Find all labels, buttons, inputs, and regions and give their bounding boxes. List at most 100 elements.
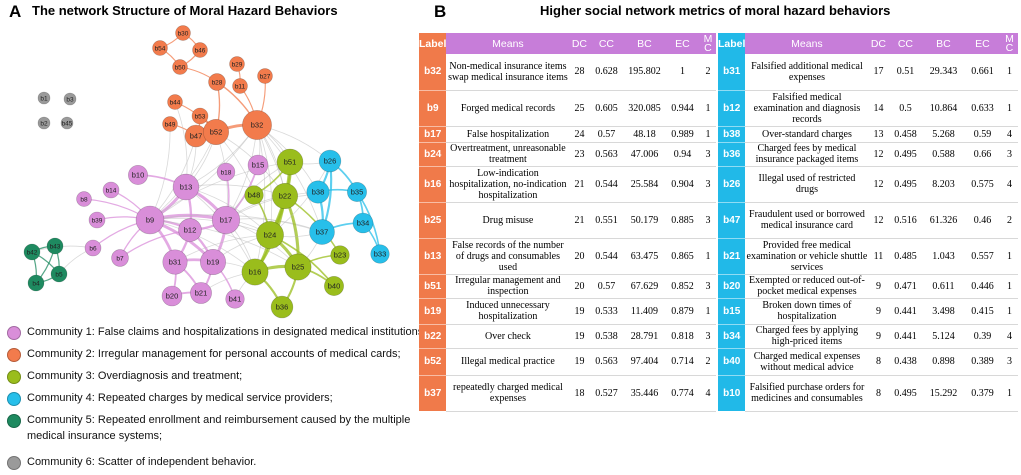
node-label: b28 (212, 80, 223, 87)
cell-cc: 0.57 (589, 126, 624, 143)
cell-bc: 0.898 (922, 348, 965, 376)
cell-dc: 23 (569, 142, 590, 167)
node-circle (37, 116, 51, 130)
cell-cc: 0.544 (589, 238, 624, 275)
node-label: b14 (106, 188, 117, 195)
node-label: b16 (249, 268, 262, 277)
node-b45: b45 (60, 116, 74, 130)
node-circle (202, 118, 230, 146)
node-circle (229, 56, 245, 72)
cell-mc: 1 (1000, 238, 1019, 275)
cell-cc: 0.57 (589, 274, 624, 299)
node-circle (244, 185, 264, 205)
cell-label: b21 (718, 238, 746, 275)
header-means: Means (446, 33, 570, 54)
node-circle (60, 116, 74, 130)
cell-mc: 3 (1000, 142, 1019, 167)
node-circle (167, 94, 183, 110)
cell-cc: 0.441 (888, 324, 923, 349)
legend-item-community-5: Community 5: Repeated enrollment and rei… (5, 412, 432, 444)
cell-label: b22 (419, 324, 447, 349)
table-row: b26 Illegal used of restricted drugs 12 0.4… (718, 166, 1019, 203)
cell-label: b24 (419, 142, 447, 167)
node-circle (256, 221, 284, 249)
node-b4: b4 (27, 274, 45, 292)
cell-ec: 0.379 (964, 375, 1001, 412)
node-b13: b13 (172, 173, 200, 201)
legend-item-community-2: Community 2: Irregular management for pe… (5, 346, 432, 362)
node-b5: b5 (50, 265, 68, 283)
node-label: b4 (32, 281, 40, 288)
legend-swatch (7, 370, 21, 384)
table-row: b22 Over check 19 0.538 28.791 0.818 3 (419, 324, 717, 349)
cell-ec: 0.904 (665, 166, 700, 203)
node-circle (242, 110, 272, 140)
cell-ec: 0.94 (665, 142, 700, 167)
node-circle (276, 148, 304, 176)
cell-mc: 3 (699, 142, 717, 167)
node-label: b30 (178, 31, 189, 38)
cell-label: b36 (718, 142, 746, 167)
cell-dc: 21 (569, 166, 590, 203)
node-label: b48 (248, 191, 261, 200)
node-circle (208, 73, 226, 91)
cell-mc: 1 (699, 90, 717, 127)
cell-ec: 1 (665, 54, 700, 91)
legend-item-community-3: Community 3: Overdiagnosis and treatment… (5, 368, 432, 384)
cell-mc: 1 (699, 126, 717, 143)
cell-dc: 14 (868, 90, 889, 127)
node-b29: b29 (229, 56, 245, 72)
node-circle (178, 218, 202, 242)
node-b1: b1 (37, 91, 51, 105)
legend-item-community-1: Community 1: False claims and hospitaliz… (5, 324, 432, 340)
cell-bc: 8.203 (922, 166, 965, 203)
node-b32: b32 (242, 110, 272, 140)
node-label: b12 (184, 226, 197, 235)
cell-dc: 13 (868, 126, 889, 143)
node-b42: b42 (23, 243, 41, 261)
cell-bc: 61.326 (922, 202, 965, 239)
node-circle (27, 274, 45, 292)
cell-label: b16 (419, 166, 447, 203)
header-bc: BC (922, 33, 965, 54)
cell-dc: 19 (569, 324, 590, 349)
node-b44: b44 (167, 94, 183, 110)
node-circle (270, 295, 294, 319)
table-row: b36 Charged fees by medical insurance pac… (718, 142, 1019, 167)
cell-dc: 21 (569, 202, 590, 239)
cell-means: Low-indication hospitalization, no-indic… (446, 166, 570, 203)
cell-mc: 1 (1000, 274, 1019, 299)
node-label: b32 (251, 121, 264, 130)
node-b12: b12 (178, 218, 202, 242)
cell-cc: 0.538 (589, 324, 624, 349)
cell-mc: 1 (1000, 90, 1019, 127)
cell-label: b47 (718, 202, 746, 239)
node-circle (318, 149, 342, 173)
cell-bc: 195.802 (623, 54, 666, 91)
cell-ec: 0.633 (964, 90, 1001, 127)
cell-label: b9 (419, 90, 447, 127)
cell-bc: 0.588 (922, 142, 965, 167)
cell-mc: 3 (699, 166, 717, 203)
cell-mc: 2 (699, 348, 717, 376)
cell-means: Forged medical records (446, 90, 570, 127)
cell-bc: 47.006 (623, 142, 666, 167)
table-row: b38 Over-standard charges 13 0.458 5.268 0.59… (718, 126, 1019, 143)
network-diagram: b30 b54 b46 b50 b29 b11 b27 b28 b44 b53 b49 b47 b52 b… (23, 25, 390, 319)
cell-ec: 0.415 (964, 298, 1001, 325)
node-label: b51 (284, 158, 297, 167)
cell-cc: 0.495 (888, 375, 923, 412)
cell-ec: 0.879 (665, 298, 700, 325)
cell-bc: 50.179 (623, 202, 666, 239)
cell-ec: 0.446 (964, 274, 1001, 299)
node-label: b11 (235, 84, 246, 91)
node-label: b24 (264, 231, 277, 240)
edge-b32-b16 (254, 124, 266, 273)
cell-cc: 0.533 (589, 298, 624, 325)
node-circle (135, 205, 165, 235)
cell-mc: 1 (1000, 54, 1019, 91)
cell-bc: 48.18 (623, 126, 666, 143)
cell-cc: 0.605 (589, 90, 624, 127)
legend-item-community-6: Community 6: Scatter of independent beha… (5, 454, 432, 470)
cell-ec: 0.557 (964, 238, 1001, 275)
